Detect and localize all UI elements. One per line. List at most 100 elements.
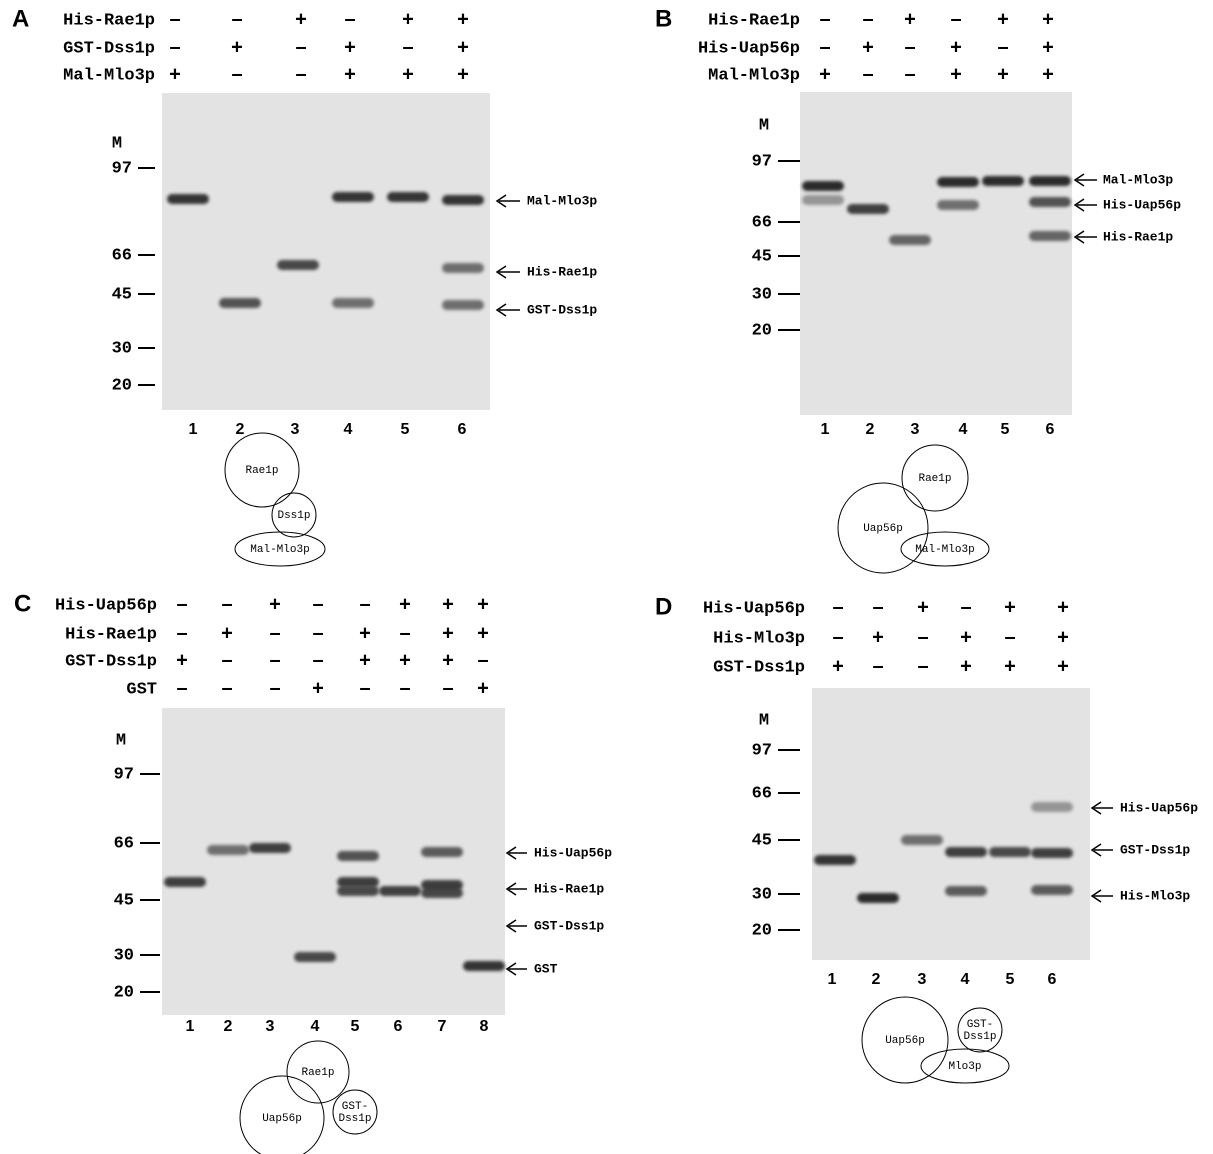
- lane-number: 4: [959, 421, 968, 438]
- lane-number: 6: [1046, 421, 1055, 438]
- condition-label: GST-Dss1p: [713, 658, 805, 677]
- diagram-label: Rae1p: [301, 1067, 334, 1079]
- lane-number: 1: [186, 1018, 195, 1035]
- condition-sign: +: [862, 36, 874, 58]
- band-label: His-Uap56p: [534, 845, 612, 860]
- condition-sign: –: [269, 622, 280, 644]
- marker-label: M: [112, 134, 122, 153]
- lane-number: 5: [1006, 971, 1015, 988]
- condition-sign: –: [997, 36, 1008, 58]
- condition-sign: –: [904, 36, 915, 58]
- condition-sign: +: [950, 63, 962, 85]
- gel-band: [857, 893, 899, 903]
- band-label: GST-Dss1p: [1120, 842, 1190, 857]
- gel-band: [1031, 848, 1073, 858]
- lane-number: 8: [480, 1018, 489, 1035]
- condition-sign: –: [359, 593, 370, 615]
- lane-number: 6: [458, 421, 467, 438]
- gel-band: [249, 843, 291, 853]
- marker-size: 45: [114, 891, 134, 910]
- panel-label: C: [14, 590, 31, 617]
- condition-sign: +: [1057, 626, 1069, 648]
- gel-band: [421, 847, 463, 857]
- condition-sign: +: [295, 8, 307, 30]
- marker-size: 45: [752, 831, 772, 850]
- gel-band: [889, 235, 931, 245]
- gel-band: [1031, 885, 1073, 895]
- condition-sign: –: [221, 649, 232, 671]
- condition-sign: +: [832, 655, 844, 677]
- condition-sign: –: [221, 593, 232, 615]
- band-label: His-Uap56p: [1120, 800, 1198, 815]
- condition-sign: +: [169, 63, 181, 85]
- diagram-label: Uap56p: [863, 523, 903, 535]
- condition-sign: –: [312, 622, 323, 644]
- condition-sign: +: [312, 677, 324, 699]
- marker-size: 66: [752, 213, 772, 232]
- band-label: His-Uap56p: [1103, 197, 1181, 212]
- condition-sign: –: [269, 649, 280, 671]
- gel-band: [802, 181, 844, 191]
- condition-sign: –: [312, 649, 323, 671]
- condition-label: His-Uap56p: [698, 39, 800, 58]
- lane-number: 6: [1048, 971, 1057, 988]
- condition-sign: –: [832, 596, 843, 618]
- condition-sign: –: [312, 593, 323, 615]
- gel-band: [945, 886, 987, 896]
- condition-label: His-Mlo3p: [713, 629, 805, 648]
- condition-sign: +: [176, 649, 188, 671]
- lane-number: 5: [401, 421, 410, 438]
- condition-sign: +: [442, 593, 454, 615]
- gel-band: [337, 877, 379, 887]
- marker-size: 20: [752, 321, 772, 340]
- condition-sign: +: [917, 596, 929, 618]
- condition-sign: +: [402, 63, 414, 85]
- gel-band: [207, 845, 249, 855]
- gel-band: [989, 847, 1031, 857]
- lane-number: 1: [828, 971, 837, 988]
- gel-band: [463, 961, 505, 971]
- lane-number: 4: [311, 1018, 320, 1035]
- condition-sign: –: [904, 63, 915, 85]
- marker-size: 66: [752, 784, 772, 803]
- lane-number: 2: [872, 971, 881, 988]
- gel-band: [1029, 197, 1071, 207]
- diagram-label: GST-: [967, 1019, 993, 1031]
- condition-sign: +: [997, 8, 1009, 30]
- marker-size: 66: [112, 246, 132, 265]
- band-label: His-Rae1p: [534, 881, 604, 896]
- condition-sign: –: [269, 677, 280, 699]
- band-label: His-Rae1p: [527, 264, 597, 279]
- gel-band: [167, 194, 209, 204]
- marker-size: 20: [114, 983, 134, 1002]
- condition-sign: –: [295, 36, 306, 58]
- condition-sign: +: [402, 8, 414, 30]
- lane-number: 5: [351, 1018, 360, 1035]
- condition-sign: +: [221, 622, 233, 644]
- condition-label: GST-Dss1p: [65, 652, 157, 671]
- condition-sign: –: [176, 677, 187, 699]
- lane-number: 7: [438, 1018, 447, 1035]
- gel-band: [442, 300, 484, 310]
- condition-sign: –: [917, 626, 928, 648]
- lane-number: 4: [961, 971, 970, 988]
- lane-number: 1: [821, 421, 830, 438]
- marker-size: 30: [752, 285, 772, 304]
- lane-number: 3: [918, 971, 927, 988]
- condition-sign: –: [917, 655, 928, 677]
- gel-band: [164, 877, 206, 887]
- diagram-label: Dss1p: [277, 510, 310, 522]
- gel-band: [901, 835, 943, 845]
- condition-sign: +: [344, 36, 356, 58]
- condition-sign: –: [950, 8, 961, 30]
- condition-sign: –: [176, 622, 187, 644]
- condition-sign: –: [169, 36, 180, 58]
- condition-sign: –: [819, 8, 830, 30]
- figure: AHis-Rae1p––+–++GST-Dss1p–+–+–+Mal-Mlo3p…: [0, 0, 1213, 1154]
- condition-sign: +: [359, 622, 371, 644]
- condition-sign: +: [231, 36, 243, 58]
- gel-band: [937, 200, 979, 210]
- condition-sign: –: [176, 593, 187, 615]
- condition-sign: +: [1057, 655, 1069, 677]
- diagram-label: Mal-Mlo3p: [250, 544, 309, 556]
